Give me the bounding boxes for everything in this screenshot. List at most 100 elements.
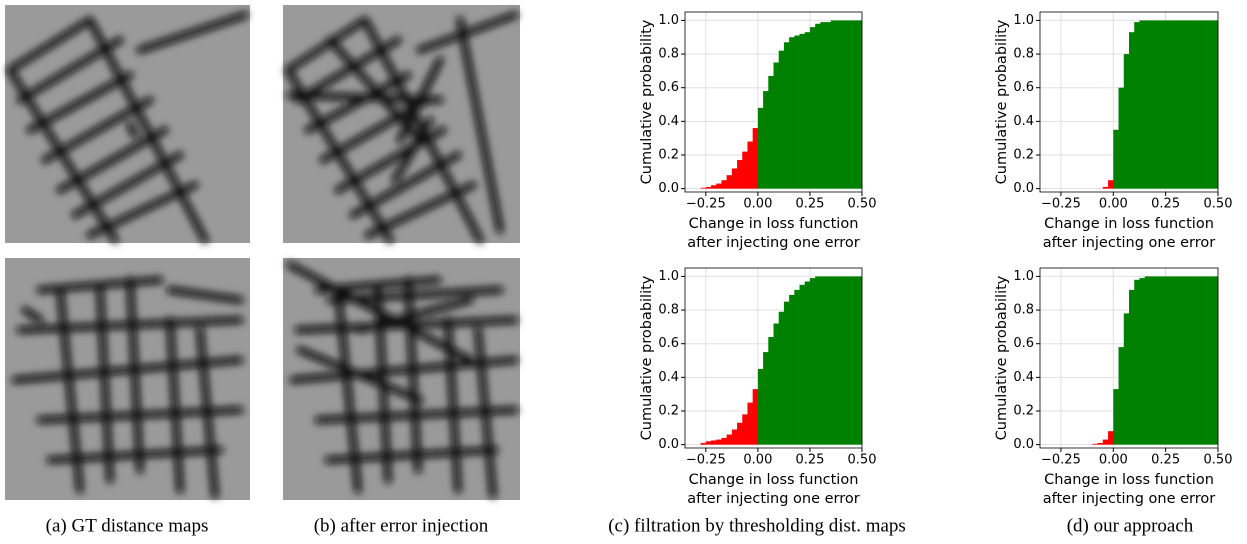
bar <box>825 22 832 189</box>
bar <box>799 33 806 189</box>
y-tick-label: 0.4 <box>658 370 679 385</box>
x-tick-label: 0.50 <box>848 453 877 468</box>
bar <box>815 276 821 445</box>
y-tick-label: 0.8 <box>1013 47 1034 62</box>
bar <box>763 352 769 445</box>
x-tick-label: −0.25 <box>1041 197 1081 212</box>
bar <box>716 183 722 189</box>
x-tick-label: 0.25 <box>795 197 824 212</box>
bar <box>1129 32 1135 189</box>
bar <box>1197 20 1203 189</box>
y-tick-label: 1.0 <box>658 269 679 284</box>
bar <box>742 414 748 445</box>
bar <box>721 437 727 445</box>
bar <box>1092 443 1098 445</box>
bar <box>799 284 806 445</box>
bar <box>726 434 733 445</box>
y-tick-label: 0.6 <box>1013 80 1034 95</box>
bar <box>1202 276 1208 445</box>
bar <box>757 368 764 445</box>
bar <box>783 301 790 445</box>
bar <box>711 185 717 189</box>
bar <box>830 276 837 445</box>
bar <box>794 35 800 189</box>
y-tick-label: 1.0 <box>1013 269 1034 284</box>
bar <box>773 323 780 445</box>
x-tick-label: 0.00 <box>743 453 772 468</box>
bar <box>1123 313 1130 445</box>
bar <box>1186 20 1193 189</box>
plot-frame <box>684 267 863 449</box>
roads <box>6 11 249 244</box>
bar <box>1149 20 1156 189</box>
bar <box>856 20 863 189</box>
bar <box>825 276 832 445</box>
bar <box>835 276 842 445</box>
y-tick-label: 0.2 <box>1013 403 1034 418</box>
y-axis-label: Cumulative probability <box>994 275 1010 440</box>
bar <box>1197 276 1203 445</box>
caption: (c) filtration by thresholding dist. map… <box>608 515 906 536</box>
caption: (a) GT distance maps <box>46 515 209 536</box>
bar <box>752 389 759 445</box>
bar <box>737 422 743 445</box>
x-tick-label: 0.25 <box>1151 453 1180 468</box>
bar <box>820 276 826 445</box>
caption: (d) our approach <box>1067 515 1194 536</box>
x-axis-label: after injecting one error <box>1043 491 1216 507</box>
bar <box>1144 20 1151 189</box>
x-axis-label: after injecting one error <box>687 491 860 507</box>
bar <box>778 311 785 445</box>
bar <box>1186 276 1193 445</box>
bar <box>731 168 738 189</box>
y-tick-label: 0.0 <box>658 437 679 452</box>
bar <box>1207 20 1214 189</box>
x-tick-label: 0.50 <box>1204 453 1233 468</box>
bar <box>747 402 753 445</box>
bar <box>705 186 712 189</box>
x-axis-label: Change in loss function <box>1044 472 1214 488</box>
bar <box>794 289 800 445</box>
y-tick-label: 0.6 <box>658 80 679 95</box>
image-gt-bottom <box>5 258 250 500</box>
bar <box>778 50 785 189</box>
x-axis-label: after injecting one error <box>1043 235 1216 251</box>
bar <box>1123 54 1130 189</box>
y-tick-label: 0.8 <box>658 47 679 62</box>
y-axis-label: Cumulative probability <box>994 19 1010 184</box>
bar <box>1181 20 1187 189</box>
bar <box>841 276 847 445</box>
bar <box>789 37 795 189</box>
y-tick-label: 0.4 <box>1013 370 1034 385</box>
y-tick-label: 0.4 <box>1013 114 1034 129</box>
bar <box>841 20 847 189</box>
bar <box>1202 20 1208 189</box>
caption: (b) after error injection <box>314 515 489 536</box>
bar <box>1155 20 1161 189</box>
x-tick-label: 0.50 <box>848 197 877 212</box>
bar <box>1160 20 1166 189</box>
bar <box>1207 276 1214 445</box>
bar <box>705 441 712 445</box>
x-tick-label: −0.25 <box>686 197 726 212</box>
roads <box>286 261 519 499</box>
bar <box>851 276 858 445</box>
bar <box>726 175 733 189</box>
bar <box>1134 22 1140 189</box>
bar <box>747 141 753 189</box>
bar <box>856 276 863 445</box>
bar <box>700 187 707 189</box>
bar <box>835 20 842 189</box>
bar <box>1181 276 1187 445</box>
y-tick-label: 0.2 <box>658 147 679 162</box>
bar <box>1155 276 1161 445</box>
bar <box>1118 347 1125 445</box>
bar <box>1118 87 1125 189</box>
bar <box>716 439 722 445</box>
bar <box>1097 442 1104 445</box>
bar <box>1113 389 1119 445</box>
bar <box>804 32 811 189</box>
bar <box>711 440 717 445</box>
bar <box>809 27 816 189</box>
y-tick-label: 0.6 <box>1013 336 1034 351</box>
